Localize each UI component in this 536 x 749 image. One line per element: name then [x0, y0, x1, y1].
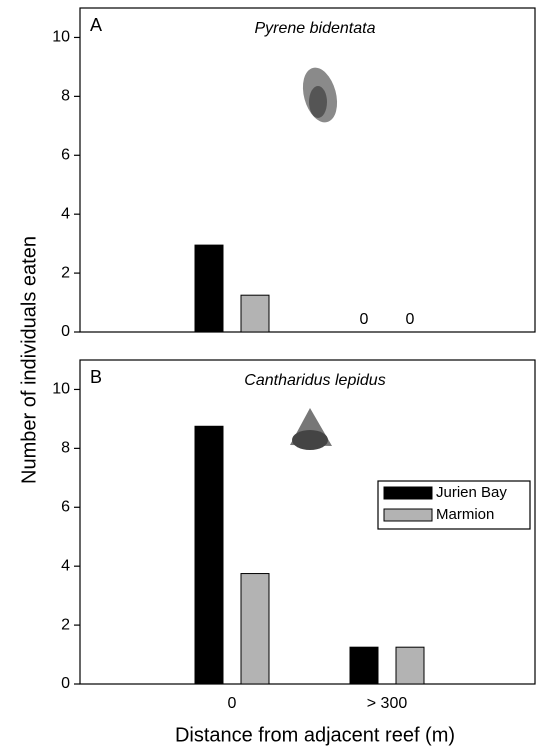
y-tick-label: 10	[52, 381, 70, 398]
x-tick-label: > 300	[367, 695, 408, 712]
x-tick-label: 0	[228, 695, 237, 712]
y-tick-label: 2	[61, 616, 70, 633]
value-label: 0	[406, 311, 415, 328]
y-tick-label: 8	[61, 440, 70, 457]
plot-frame	[79, 7, 536, 333]
panel-label: B	[90, 367, 102, 387]
x-axis-label: Distance from adjacent reef (m)	[175, 724, 455, 746]
y-tick-label: 0	[61, 675, 70, 692]
y-tick-label: 10	[52, 29, 70, 46]
legend-label: Marmion	[436, 506, 494, 523]
legend-swatch	[383, 486, 433, 500]
legend-swatch	[383, 508, 433, 522]
y-tick-label: 6	[61, 498, 70, 515]
y-tick-label: 2	[61, 264, 70, 281]
panel-label: A	[90, 15, 102, 35]
bar	[240, 294, 270, 333]
shell-a	[302, 67, 338, 123]
legend-label: Jurien Bay	[436, 484, 507, 501]
bar	[194, 244, 224, 333]
y-tick-label: 4	[61, 557, 70, 574]
bar	[395, 646, 425, 685]
shell-b	[290, 408, 332, 450]
panel-title: Pyrene bidentata	[255, 20, 376, 37]
bar	[349, 646, 379, 685]
legend-box	[377, 480, 531, 530]
value-label: 0	[360, 311, 369, 328]
y-tick-label: 8	[61, 88, 70, 105]
y-tick-label: 0	[61, 323, 70, 340]
plot-frame	[79, 359, 536, 685]
y-axis-label: Number of individuals eaten	[18, 236, 40, 484]
bar	[194, 425, 224, 685]
bar	[240, 573, 270, 685]
y-tick-label: 4	[61, 205, 70, 222]
panel-title: Cantharidus lepidus	[244, 372, 385, 389]
y-tick-label: 6	[61, 146, 70, 163]
